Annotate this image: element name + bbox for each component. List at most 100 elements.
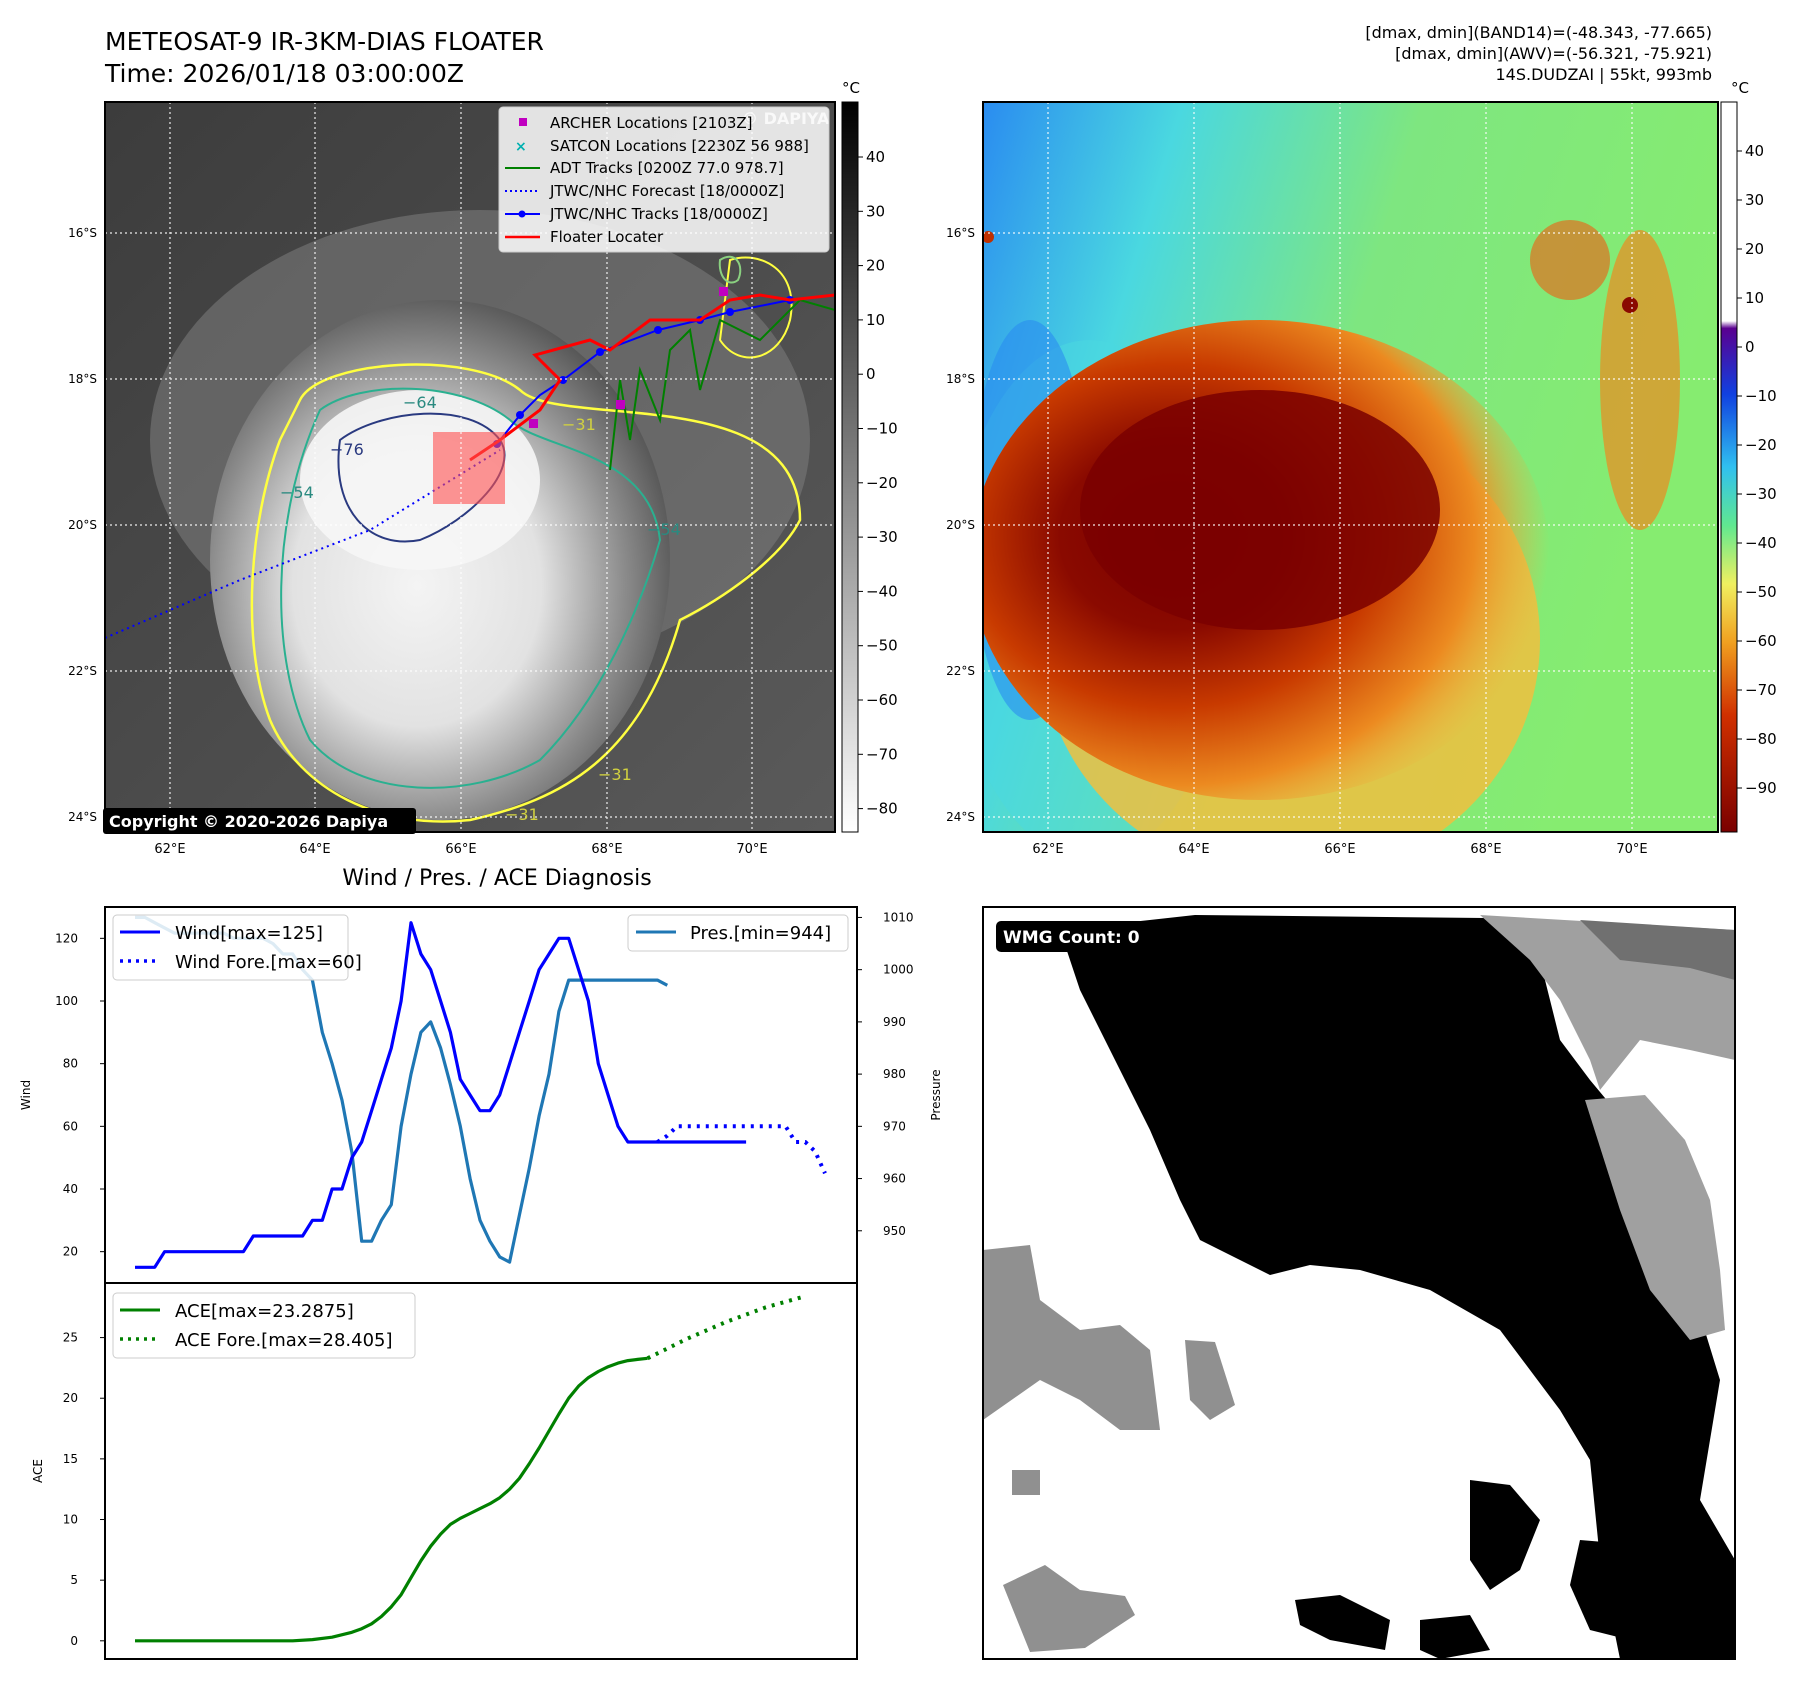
lat-tick-label: 24°S xyxy=(946,810,975,824)
pres-legend: Pres.[min=944] xyxy=(627,914,849,952)
lon-tick-label: 62°E xyxy=(1032,842,1063,857)
colorbar-tick-label: −10 xyxy=(866,420,898,438)
colorbar-tick-label: −20 xyxy=(866,474,898,492)
contour-label: −76 xyxy=(330,440,364,459)
ace-tick-label: 25 xyxy=(63,1331,78,1345)
lon-tick-label: 68°E xyxy=(591,842,622,857)
colorbar-tick-label: 30 xyxy=(1745,191,1764,209)
ir-panel: © DAPIYA 2026 −64 −76 −31 −54 −31 −31 −5… xyxy=(103,79,898,834)
contour-label: −54 xyxy=(647,520,681,539)
colorbar-tick-label: −90 xyxy=(1745,779,1777,797)
pres-ylabel: Pressure xyxy=(929,1069,943,1120)
lat-tick-label: 16°S xyxy=(946,226,975,240)
wmg-badge xyxy=(996,921,1174,952)
legend-tracks: JTWC/NHC Tracks [18/0000Z] xyxy=(549,205,768,223)
wind-forecast-line xyxy=(656,1124,827,1175)
legend-archer: ARCHER Locations [2103Z] xyxy=(550,114,753,132)
colorbar-tick-label: 40 xyxy=(866,148,885,166)
pres-y-ticks: 1010 1000 990 980 970 960 950 xyxy=(857,910,914,1238)
legend-pres: Pres.[min=944] xyxy=(690,923,831,944)
wind-tick-label: 40 xyxy=(63,1182,78,1196)
colorbar-tick-label: −60 xyxy=(866,691,898,709)
awv-image xyxy=(983,102,1718,832)
awv-colorbar-unit: °C xyxy=(1731,79,1749,97)
figure-time: Time: 2026/01/18 03:00:00Z xyxy=(104,59,464,88)
contour-label: −64 xyxy=(403,393,437,412)
wind-legend: Wind[max=125] Wind Fore.[max=60] xyxy=(112,914,362,981)
ace-plot xyxy=(134,1294,806,1643)
colorbar-tick-label: −80 xyxy=(866,800,898,818)
storm-info: 14S.DUDZAI | 55kt, 993mb xyxy=(1496,65,1713,84)
diagnosis-title: Wind / Pres. / ACE Diagnosis xyxy=(342,866,651,891)
map-axis-ticks: 62°E 62°E 64°E 64°E 66°E 66°E 68°E 68°E 70°E 70°E… xyxy=(68,226,1648,857)
contour-label: −31 xyxy=(598,765,632,784)
legend-wind: Wind[max=125] xyxy=(175,923,323,944)
lat-tick-label: 18°S xyxy=(68,372,97,386)
pres-tick-label: 950 xyxy=(883,1224,906,1238)
legend-forecast: JTWC/NHC Forecast [18/0000Z] xyxy=(549,182,784,200)
lat-tick-label: 16°S xyxy=(68,226,97,240)
lon-tick-label: 62°E xyxy=(154,842,185,857)
ace-y-ticks: 25 20 15 10 5 0 xyxy=(63,1331,105,1648)
colorbar-tick-label: −50 xyxy=(1745,583,1777,601)
legend-ace: ACE[max=23.2875] xyxy=(175,1301,354,1322)
legend-satcon: SATCON Locations [2230Z 56 988] xyxy=(550,137,809,155)
lat-tick-label: 20°S xyxy=(946,518,975,532)
colorbar-tick-label: −40 xyxy=(866,582,898,600)
lat-tick-label: 20°S xyxy=(68,518,97,532)
wmg-frame xyxy=(982,906,1736,1660)
ir-colorbar-ticks: 40 30 20 10 0 −10 −20 −30 −40 −50 −60 −70 −80 xyxy=(858,148,898,818)
ace-tick-label: 0 xyxy=(70,1634,78,1648)
wind-tick-label: 20 xyxy=(63,1245,78,1259)
lon-tick-label: 70°E xyxy=(1616,842,1647,857)
ace-tick-label: 5 xyxy=(70,1573,78,1587)
ace-tick-label: 15 xyxy=(63,1452,78,1466)
legend-ace-fore: ACE Fore.[max=28.405] xyxy=(175,1330,393,1351)
colorbar-tick-label: 20 xyxy=(1745,240,1764,258)
colorbar-tick-label: −70 xyxy=(1745,681,1777,699)
awv-panel: °C 40 30 20 10 0 −10 −20 −30 −40 −50 −60 −70 −80 −90 xyxy=(982,79,1777,833)
lon-tick-label: 64°E xyxy=(1178,842,1209,857)
lat-tick-label: 24°S xyxy=(68,810,97,824)
lon-tick-label: 68°E xyxy=(1470,842,1501,857)
wind-ylabel: Wind xyxy=(19,1080,33,1110)
contour-yellow xyxy=(250,363,802,823)
colorbar-tick-label: 10 xyxy=(1745,289,1764,307)
copyright-badge xyxy=(103,808,416,834)
wmg-panel: WMG Count: 0 xyxy=(982,906,1736,1660)
legend-adt: ADT Tracks [0200Z 77.0 978.7] xyxy=(550,159,784,177)
lat-tick-label: 18°S xyxy=(946,372,975,386)
wmg-mask xyxy=(983,910,1735,1659)
floater-locater-line xyxy=(469,293,835,462)
legend-floater: Floater Locater xyxy=(550,228,664,246)
wind-line xyxy=(135,921,747,1269)
lon-tick-label: 70°E xyxy=(736,842,767,857)
lon-tick-label: 64°E xyxy=(299,842,330,857)
figure-title: METEOSAT-9 IR-3KM-DIAS FLOATER xyxy=(105,27,544,56)
ace-tick-label: 10 xyxy=(63,1513,78,1527)
lon-tick-label: 66°E xyxy=(445,842,476,857)
colorbar-tick-label: 20 xyxy=(866,257,885,275)
ir-legend: ARCHER Locations [2103Z] × SATCON Locati… xyxy=(498,106,830,253)
pres-tick-label: 960 xyxy=(883,1172,906,1186)
jtwc-track-line xyxy=(496,294,835,445)
ace-tick-label: 20 xyxy=(63,1391,78,1405)
lat-tick-label: 22°S xyxy=(946,664,975,678)
wind-tick-label: 80 xyxy=(63,1057,78,1071)
wind-tick-label: 120 xyxy=(55,931,78,945)
awv-frame xyxy=(982,101,1719,833)
lat-tick-label: 22°S xyxy=(68,664,97,678)
ir-frame xyxy=(104,101,836,833)
awv-info: [dmax, dmin](AWV)=(-56.321, -75.921) xyxy=(1395,44,1712,63)
wind-tick-label: 60 xyxy=(63,1119,78,1133)
adt-track-line xyxy=(609,298,835,471)
pres-tick-label: 980 xyxy=(883,1067,906,1081)
wind-y-ticks: 120 100 80 60 40 20 xyxy=(55,931,105,1259)
colorbar-tick-label: −70 xyxy=(866,745,898,763)
ir-colorbar-unit: °C xyxy=(842,79,860,97)
copyright-text: Copyright © 2020-2026 Dapiya xyxy=(109,812,388,831)
colorbar-tick-label: −30 xyxy=(866,528,898,546)
colorbar-tick-label: 10 xyxy=(866,311,885,329)
colorbar-tick-label: 30 xyxy=(866,202,885,220)
